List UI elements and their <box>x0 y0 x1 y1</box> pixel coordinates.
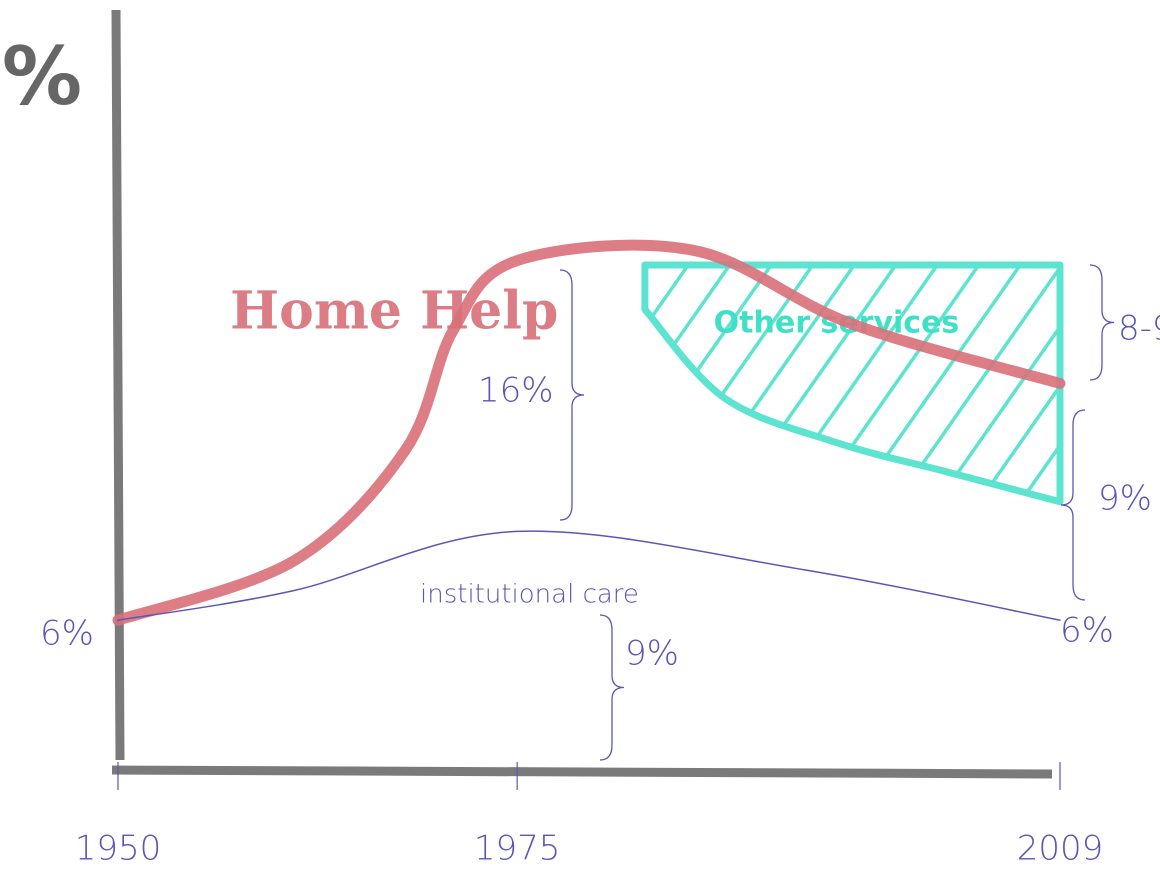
annotation: 16% <box>478 371 554 411</box>
series-label: Home Help <box>230 281 558 342</box>
x-axis <box>111 765 1053 779</box>
brace <box>599 614 625 761</box>
line <box>117 530 1061 621</box>
x-tick-label: 2009 <box>1017 829 1104 869</box>
y-axis-label: % <box>2 30 82 123</box>
series-label: institutional care <box>420 580 639 610</box>
annotation: 8-9% <box>1118 309 1160 349</box>
x-tick-label: 1975 <box>474 829 561 869</box>
brace <box>1060 409 1086 601</box>
x-tick-label: 1950 <box>75 829 162 869</box>
annotation: 9% <box>1098 479 1152 519</box>
annotation: 6% <box>40 614 94 654</box>
annotation: 9% <box>625 634 679 674</box>
area <box>641 261 1064 506</box>
line <box>112 239 1066 626</box>
brace <box>1089 264 1115 381</box>
brace <box>559 269 585 521</box>
annotation: 6% <box>1060 611 1114 651</box>
y-axis <box>111 9 125 761</box>
